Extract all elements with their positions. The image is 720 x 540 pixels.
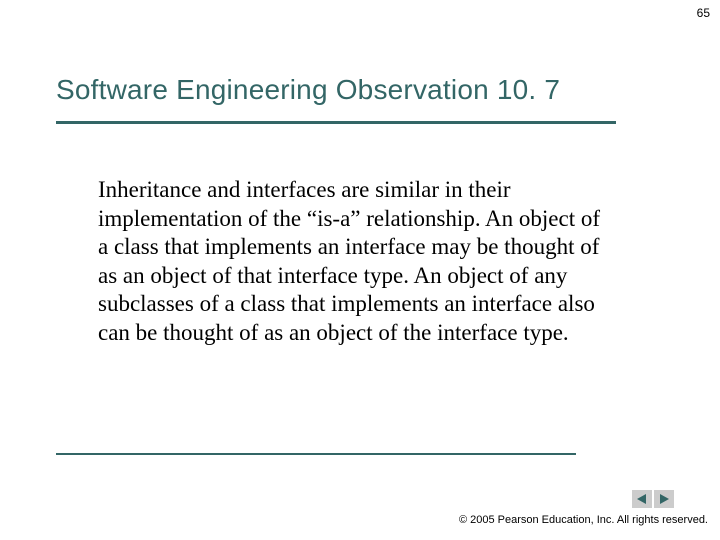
next-button[interactable] [654,490,674,508]
nav-buttons [632,490,674,508]
divider-top [56,121,616,124]
triangle-left-icon [636,493,648,505]
page-number: 65 [697,6,710,20]
slide-title: Software Engineering Observation 10. 7 [56,74,664,106]
divider-bottom [56,453,576,455]
prev-button[interactable] [632,490,652,508]
body-paragraph: Inheritance and interfaces are similar i… [98,176,614,347]
triangle-right-icon [658,493,670,505]
copyright-text: © 2005 Pearson Education, Inc. All right… [459,514,708,526]
